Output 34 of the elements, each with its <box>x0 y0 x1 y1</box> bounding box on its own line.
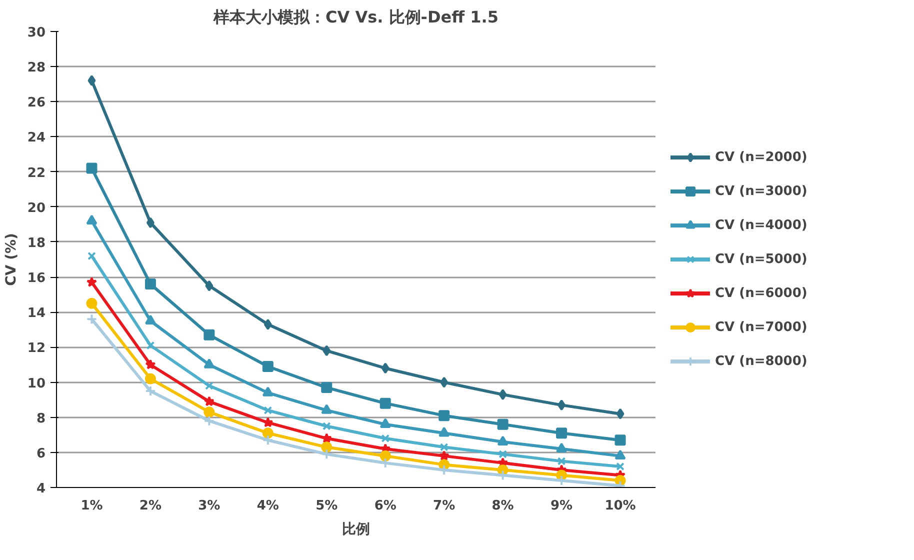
legend-label: CV (n=7000) <box>715 320 808 334</box>
y-tick-label: 6 <box>36 446 46 462</box>
legend-label: CV (n=3000) <box>715 184 808 198</box>
y-tick-label: 4 <box>36 482 46 496</box>
y-axis-title: CV (%) <box>3 233 20 286</box>
x-tick-label: 5% <box>316 498 338 514</box>
x-tick-label: 3% <box>198 498 220 514</box>
y-tick-label: 22 <box>27 166 46 181</box>
x-tick-label: 7% <box>433 498 456 514</box>
y-tick-label: 16 <box>27 271 46 286</box>
x-tick-label: 4% <box>256 498 279 514</box>
x-tick-label: 6% <box>374 498 396 514</box>
legend-label: CV (n=6000) <box>715 286 808 300</box>
legend-label: CV (n=4000) <box>715 218 808 232</box>
y-tick-label: 18 <box>27 236 46 251</box>
x-tick-label: 9% <box>550 498 573 514</box>
y-tick-label: 30 <box>27 26 46 40</box>
y-tick-label: 14 <box>27 306 46 322</box>
x-tick-label: 10% <box>604 498 636 514</box>
y-tick-label: 24 <box>27 130 46 146</box>
legend-label: CV (n=2000) <box>715 150 808 164</box>
y-tick-label: 8 <box>36 411 46 426</box>
x-tick-label: 1% <box>80 498 103 514</box>
x-tick-label: 2% <box>139 498 162 514</box>
legend-label: CV (n=8000) <box>715 354 808 368</box>
x-tick-label: 8% <box>492 498 514 514</box>
legend-label: CV (n=5000) <box>715 252 808 266</box>
y-tick-label: 12 <box>27 341 46 356</box>
y-tick-label: 28 <box>27 60 46 76</box>
y-tick-label: 26 <box>27 96 46 111</box>
y-tick-label: 20 <box>27 200 46 216</box>
y-tick-label: 10 <box>27 376 46 392</box>
x-axis-title: 比例 <box>342 522 370 538</box>
chart-title: 样本大小模拟：CV Vs. 比例-Deff 1.5 <box>212 8 498 26</box>
